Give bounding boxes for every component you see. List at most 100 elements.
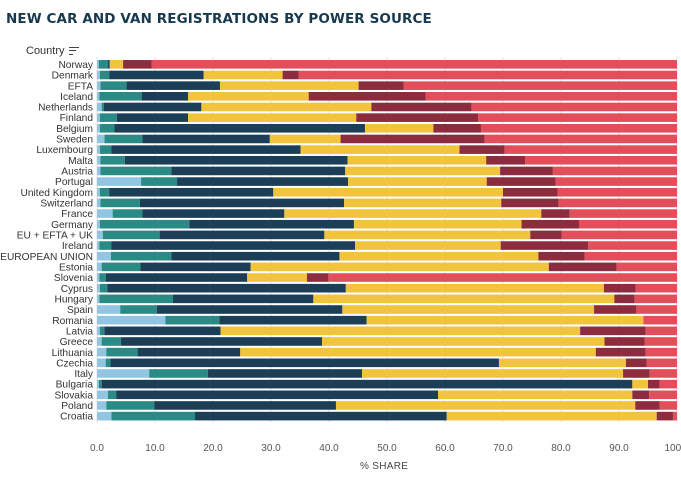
x-tick-label: 10.0 [145, 443, 165, 454]
bar-segment [616, 262, 677, 272]
bar-segment [109, 70, 204, 80]
bar-segment [635, 283, 677, 293]
bar-segment [99, 241, 112, 250]
bar-segment [552, 166, 677, 176]
country-sort-button[interactable]: Country [26, 45, 79, 57]
bar-segment [635, 401, 660, 410]
bar-segment [344, 198, 502, 208]
bar-segment [580, 326, 646, 336]
bar-segment [111, 241, 356, 250]
bar-segment [97, 81, 101, 90]
bar-segment [99, 70, 110, 80]
bar-segment [220, 326, 581, 336]
bar-segment [120, 337, 323, 346]
country-label: EU + EFTA + UK [17, 230, 93, 241]
bar-segment [644, 337, 677, 346]
bar-segment [219, 81, 359, 90]
bar-segment [100, 198, 140, 208]
bar-segment [171, 166, 346, 176]
bar-segment [114, 123, 365, 133]
bar-segment [142, 209, 285, 218]
country-label: Switzerland [40, 199, 93, 210]
bar-segment [99, 145, 112, 154]
country-label: France [61, 209, 93, 220]
bar-segment [97, 70, 100, 80]
x-tick-label: 20.0 [203, 443, 223, 454]
country-label: Bulgaria [56, 380, 94, 391]
bar-segment [313, 294, 615, 304]
bar-segment [124, 155, 348, 165]
bar-segment [340, 134, 485, 144]
country-label: Romania [52, 316, 93, 327]
chart-title: NEW CAR AND VAN REGISTRATIONS BY POWER S… [6, 11, 432, 27]
bar-segment [632, 390, 650, 400]
bar-segment [99, 187, 110, 197]
bar-segment [425, 92, 677, 101]
bar-segment [101, 262, 141, 272]
bar-segment [109, 60, 124, 69]
bar-segment [298, 70, 677, 80]
bar-segment [300, 145, 460, 154]
x-tick-label: 0.0 [90, 443, 104, 454]
bar-segment [171, 251, 340, 261]
bar-segment [104, 326, 221, 336]
country-label: Cyprus [61, 284, 93, 295]
bar-segment [649, 369, 677, 378]
bar-segment [98, 60, 109, 69]
bar-segment [97, 401, 107, 410]
bar-segment [97, 92, 100, 101]
bar-segment [141, 177, 178, 186]
bar-segment [459, 145, 505, 154]
bar-segment [273, 187, 503, 197]
bar-segment [362, 369, 624, 378]
bar-segment [588, 241, 677, 250]
bar-segment [97, 198, 101, 208]
bar-segment [603, 283, 636, 293]
bar-segment [478, 113, 677, 122]
bar-segment [97, 187, 100, 197]
bar-segment [504, 145, 677, 154]
bar-segment [433, 123, 481, 133]
country-label: Italy [74, 369, 94, 380]
bar-segment [141, 92, 189, 101]
bar-segment [672, 411, 677, 421]
bar-segment [595, 347, 646, 357]
bar-segment [99, 219, 190, 229]
bar-segment [137, 347, 241, 357]
bar-segment [371, 102, 472, 112]
bar-segment [123, 60, 152, 69]
bar-segment [203, 70, 283, 80]
bar-segment [484, 134, 677, 144]
bar-segment [177, 177, 349, 186]
bar-segment [188, 92, 309, 101]
bar-segment [284, 209, 542, 218]
bar-segment [335, 401, 636, 410]
x-tick-label: 30.0 [261, 443, 281, 454]
bar-segment [348, 177, 487, 186]
bar-segment [355, 241, 501, 250]
bar-segment [101, 102, 104, 112]
bar-segment [154, 401, 336, 410]
x-tick-label: 60.0 [435, 443, 455, 454]
bar-segment [97, 337, 102, 346]
bar-segment [97, 166, 101, 176]
country-label: Luxembourg [36, 145, 93, 156]
bar-segment [159, 230, 325, 240]
bar-segment [322, 337, 605, 346]
bar-segment [353, 219, 522, 229]
bar-segment [104, 134, 143, 144]
bar-segment [106, 401, 155, 410]
bar-segment [471, 102, 677, 112]
bar-segment [632, 379, 648, 389]
bar-segment [97, 294, 100, 304]
bar-segment [99, 92, 142, 101]
bar-segment [659, 401, 677, 410]
bar-segment [645, 326, 677, 336]
bar-segment [97, 123, 100, 133]
bar-segment [282, 70, 299, 80]
country-label: Finland [60, 113, 94, 124]
country-label: Estonia [59, 262, 93, 273]
bar-segment [101, 379, 633, 389]
